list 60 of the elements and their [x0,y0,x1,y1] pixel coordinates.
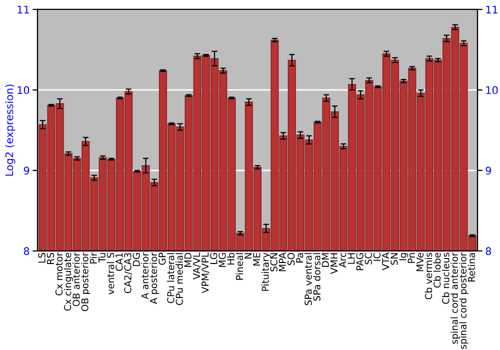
x-tick-label: Pn [408,253,415,263]
x-tick-label: MPA [279,252,286,272]
y-axis-title: Log2 (expression) [5,84,16,176]
x-tick-label: OB anterior [72,252,80,306]
x-tick-label: VMH [330,253,338,274]
x-tick-label: Cb lobe [433,252,441,288]
x-tick-label: Retina [468,253,476,282]
x-tick-label: SN [390,253,398,265]
x-tick-label: DG [132,253,140,266]
x-tick-label: RS [46,252,54,264]
x-tick-label: Cb vermis [424,252,432,300]
y-tick-label: 9 [24,166,30,175]
x-tick-label: N [244,253,252,258]
x-tick-label: Cb nucleus [442,252,450,304]
x-tick-label: SO [287,252,295,266]
y2-tick-label: 9 [486,166,492,175]
x-tick-label: CPu lateral [166,253,174,304]
x-tick-label: Arc [339,252,346,268]
x-tick-label: VA/VL [193,252,201,280]
x-tick-label: Pituitary [262,252,271,291]
x-tick-label: CA2/CA3 [124,253,132,294]
x-tick-label: CA1 [116,253,123,271]
x-tick-label: GP [158,252,166,265]
y2-tick-label: 10 [486,86,498,94]
x-tick-label: MVe [416,252,424,272]
x-tick-label: MG [218,253,226,267]
x-tick-label: ME [253,252,260,266]
x-tick-label: Cx cingulate [64,252,74,311]
x-tick-label: CPu medial [176,253,183,305]
y-tick-label: 10 [18,86,30,94]
y-tick-label: 8 [24,247,30,256]
x-tick-label: VPM/VPL [202,252,210,294]
x-tick-label: Hb [227,252,234,265]
x-tick-label: OB posterior [81,252,90,312]
x-tick-label: SPa dorsal [313,253,320,301]
x-tick-label: A anterior [141,252,149,300]
x-tick-label: Pir [90,252,97,264]
x-tick-label: spinal cord anterior [450,252,460,344]
x-tick-label: DM [322,253,329,267]
y2-tick-label: 8 [486,247,492,256]
x-tick-label: MD [184,252,192,267]
x-tick-label: spinal cord posterior [459,252,468,349]
x-tick-label: SCN [270,253,278,272]
x-tick-label: A posterior [150,252,159,304]
x-tick-label: ventral S [106,252,114,294]
x-tick-label: SPa ventral [304,253,312,306]
x-tick-label: Pineal [236,253,244,280]
y2-tick-label: 11 [486,6,498,14]
x-tick-label: SC [364,252,372,264]
y-tick-label: 11 [18,6,29,14]
x-tick-label: PAG [356,253,364,270]
x-tick-label: Tu [98,253,106,263]
x-tick-label: Cx motor [55,252,63,296]
x-tick-label: LG [210,253,218,264]
x-tick-label: LS [38,252,46,263]
x-tick-label: LH [348,253,355,264]
x-tick-label: Pa [296,253,304,262]
x-tick-label: IC [373,252,381,261]
x-tick-label: Ig [399,253,408,260]
x-tick-label: VTA [382,252,390,270]
